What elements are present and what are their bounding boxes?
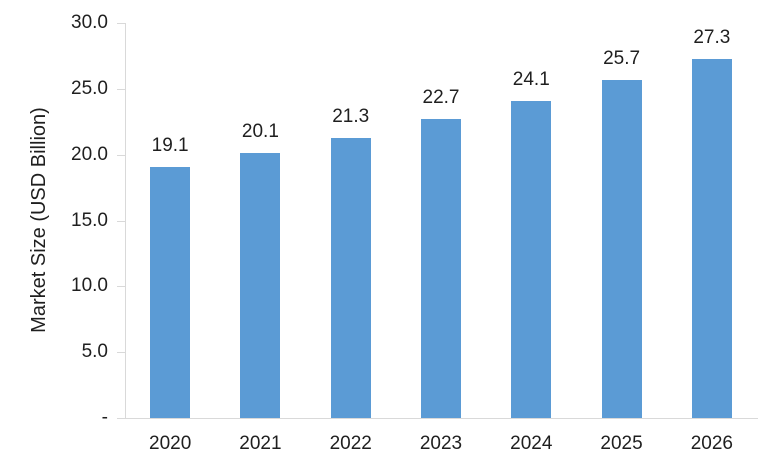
- y-tick-label: -: [101, 407, 108, 428]
- bar-value-label: 20.1: [241, 121, 279, 143]
- bar: [691, 58, 732, 418]
- x-tick-label: 2020: [149, 433, 192, 454]
- x-tick-label: 2026: [690, 433, 733, 454]
- bar-value-label: 19.1: [151, 134, 189, 156]
- x-tick-label: 2021: [239, 433, 282, 454]
- y-tick: [117, 352, 125, 353]
- plot-area: [125, 23, 758, 419]
- bar: [511, 100, 552, 418]
- y-tick-label: 10.0: [71, 275, 108, 297]
- y-tick-label: 15.0: [71, 209, 108, 231]
- bar: [150, 166, 191, 418]
- bar: [421, 119, 461, 418]
- x-tick-label: 2022: [329, 433, 372, 454]
- x-tick-label: 2024: [510, 433, 553, 454]
- bar-value-label: 21.3: [332, 105, 370, 127]
- bar-value-label: 24.1: [512, 68, 550, 90]
- y-tick: [117, 286, 125, 287]
- y-tick-label: 20.0: [71, 143, 108, 165]
- y-tick: [117, 155, 125, 156]
- y-tick: [117, 221, 125, 222]
- x-tick-label: 2023: [419, 433, 463, 454]
- y-tick-label: 30.0: [71, 12, 108, 33]
- y-tick: [117, 89, 125, 90]
- y-tick-label: 5.0: [81, 341, 108, 363]
- bar-value-label: 22.7: [422, 87, 460, 109]
- y-tick: [117, 23, 125, 24]
- bar-value-label: 27.3: [693, 26, 731, 48]
- bar-value-label: 25.7: [603, 47, 641, 69]
- y-tick-label: 25.0: [71, 77, 108, 99]
- x-tick-label: 2025: [600, 433, 643, 454]
- bar: [330, 137, 371, 418]
- bar: [240, 153, 281, 418]
- bar: [601, 79, 642, 418]
- y-tick: [117, 418, 125, 419]
